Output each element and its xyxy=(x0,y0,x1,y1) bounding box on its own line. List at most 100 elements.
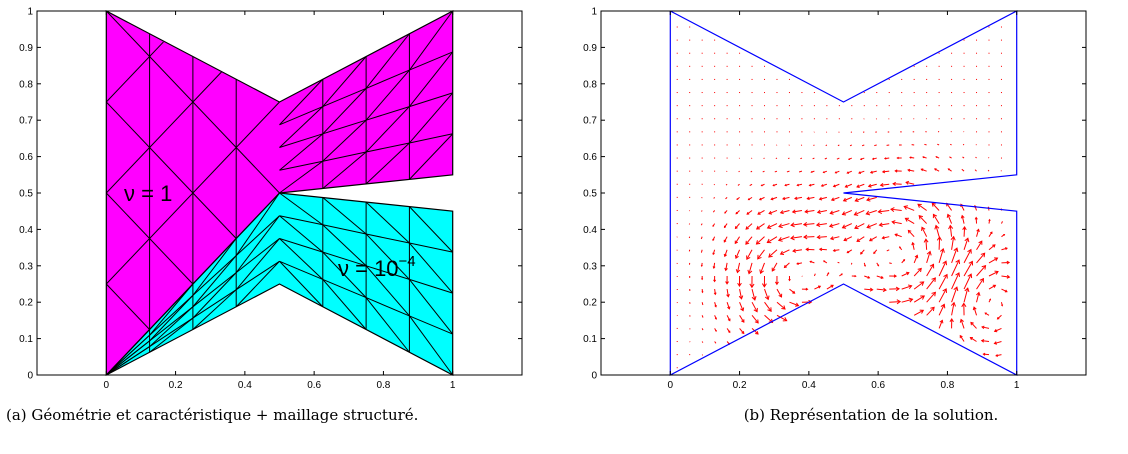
y-tick-label: 0.6 xyxy=(19,152,33,163)
vector-arrow xyxy=(961,168,965,172)
vector-arrow xyxy=(761,275,767,288)
vector-arrow xyxy=(734,236,740,245)
vector-arrow xyxy=(714,105,716,107)
vector-arrow xyxy=(788,105,790,107)
vector-arrow xyxy=(726,328,731,334)
vector-arrow xyxy=(701,341,704,343)
vector-arrow xyxy=(909,156,915,159)
vector-arrow xyxy=(802,221,815,227)
vector-arrow xyxy=(714,131,716,133)
y-tick-label: 0.8 xyxy=(19,79,33,90)
vector-arrow xyxy=(689,183,691,185)
vector-arrow xyxy=(950,301,956,316)
vector-arrow xyxy=(838,105,840,107)
vector-arrow xyxy=(739,78,741,80)
vector-arrow xyxy=(701,354,704,356)
vector-arrow xyxy=(726,52,728,54)
vector-arrow xyxy=(841,223,853,229)
vector-arrow xyxy=(789,301,800,307)
vector-arrow xyxy=(856,183,865,189)
vector-arrow xyxy=(913,65,915,67)
vector-arrow xyxy=(894,169,902,173)
mesh-edge xyxy=(322,56,367,107)
vector-arrow xyxy=(866,223,877,229)
vector-arrow xyxy=(1000,92,1002,94)
vector-arrow xyxy=(963,52,965,54)
vector-arrow xyxy=(751,131,753,133)
vector-arrow xyxy=(794,196,803,201)
mesh-group xyxy=(105,10,454,376)
vector-arrow xyxy=(871,157,877,160)
mesh-edge xyxy=(322,224,367,267)
mesh-edge xyxy=(192,238,237,296)
vector-arrow xyxy=(905,180,915,185)
vector-arrow xyxy=(1000,78,1002,80)
vector-arrow xyxy=(962,156,965,159)
vector-arrow xyxy=(894,233,902,238)
vector-arrow xyxy=(976,277,984,290)
vector-arrow xyxy=(938,92,940,94)
vector-arrow xyxy=(832,183,840,188)
vector-arrow xyxy=(714,52,716,54)
vector-arrow xyxy=(834,170,840,174)
vector-arrow xyxy=(724,262,728,272)
vector-arrow xyxy=(766,223,778,229)
vector-arrow xyxy=(724,210,728,214)
vector-arrow xyxy=(768,210,778,215)
vector-arrow xyxy=(689,92,691,94)
vector-arrow xyxy=(962,226,967,237)
vector-arrow xyxy=(700,223,703,226)
vector-arrow xyxy=(788,92,790,94)
vector-arrow xyxy=(934,224,940,237)
vector-arrow xyxy=(988,131,990,133)
vector-arrow xyxy=(792,248,803,253)
vector-arrow xyxy=(837,261,840,264)
vector-arrow xyxy=(829,209,840,215)
vector-arrow xyxy=(736,196,740,200)
x-tick-label: 0.8 xyxy=(940,380,954,391)
vector-arrow xyxy=(976,105,978,107)
vector-arrow xyxy=(949,318,954,329)
vector-arrow xyxy=(734,223,740,230)
vector-arrow xyxy=(988,218,991,224)
mesh-edge xyxy=(365,233,410,280)
vector-arrow xyxy=(762,170,765,173)
mesh-edge xyxy=(322,197,367,235)
vector-arrow xyxy=(676,131,678,133)
vector-arrow xyxy=(988,144,990,146)
vector-arrow xyxy=(738,288,744,300)
vector-arrow xyxy=(818,196,827,201)
vector-arrow xyxy=(829,236,840,241)
vector-arrow xyxy=(751,78,753,80)
vector-arrow xyxy=(751,288,757,301)
vector-arrow xyxy=(790,235,803,241)
vector-arrow xyxy=(988,39,990,41)
vector-arrow xyxy=(714,315,717,320)
vector-arrow xyxy=(913,281,925,290)
vector-arrow xyxy=(747,196,753,201)
vector-arrow xyxy=(701,144,703,146)
vector-arrow xyxy=(901,271,910,277)
vector-arrow xyxy=(726,65,728,67)
vector-arrow xyxy=(838,118,840,120)
vector-arrow xyxy=(813,144,815,146)
vector-arrow xyxy=(1000,118,1002,120)
vector-arrow xyxy=(777,236,790,242)
vector-arrow xyxy=(801,92,803,94)
vector-arrow xyxy=(881,236,890,240)
vector-arrow xyxy=(739,65,741,67)
mesh-edge xyxy=(279,238,324,280)
vector-arrow xyxy=(776,78,778,80)
mesh-edge xyxy=(365,33,410,89)
mesh-edge xyxy=(149,306,194,347)
vector-arrow xyxy=(913,309,925,316)
vector-arrow xyxy=(963,248,972,264)
vector-arrow xyxy=(976,52,978,54)
vector-arrow xyxy=(771,262,778,272)
vector-arrow xyxy=(951,105,953,107)
vector-arrow xyxy=(946,213,953,224)
y-tick-label: 0.7 xyxy=(19,116,33,127)
vector-arrow xyxy=(858,170,865,174)
vector-arrow xyxy=(749,183,753,187)
mesh-edge xyxy=(235,238,280,291)
